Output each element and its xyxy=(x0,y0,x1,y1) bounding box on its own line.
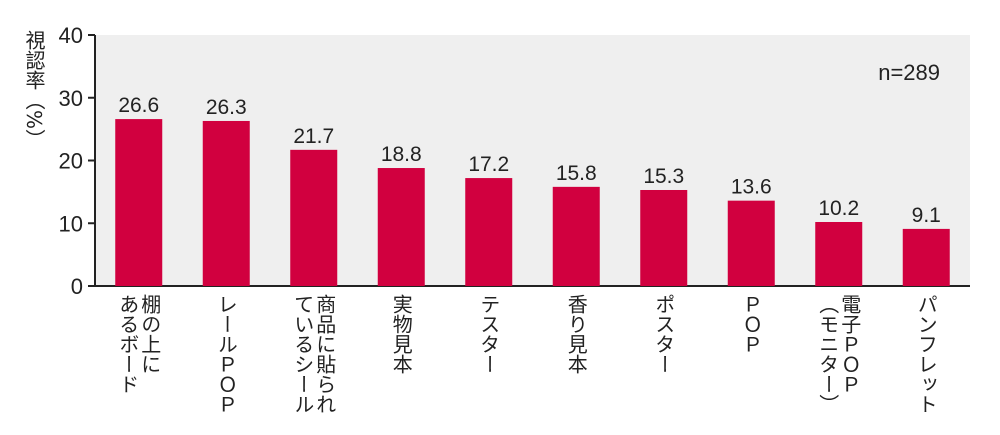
bar-value-label: 10.2 xyxy=(818,197,859,220)
bar xyxy=(902,228,950,286)
bar xyxy=(465,178,513,286)
bar-value-label: 18.8 xyxy=(381,143,422,166)
bar-value-label: 26.3 xyxy=(206,96,247,119)
bar xyxy=(815,221,863,286)
category-label-line: ポスター xyxy=(652,294,676,374)
category-label: 香り見本 xyxy=(564,294,588,374)
y-tick-label: 10 xyxy=(59,211,83,236)
category-label-line: ＰＯＰ xyxy=(739,294,763,354)
bar xyxy=(552,186,600,286)
y-tick-label: 0 xyxy=(71,274,83,299)
category-label-line: 電子ＰＯＰ xyxy=(838,294,862,394)
category-label-line: レールＰＯＰ xyxy=(214,294,238,414)
y-tick-label: 40 xyxy=(59,23,83,48)
category-label-line: テスター xyxy=(477,294,501,374)
category-label-line: 棚の上に xyxy=(138,294,162,374)
category-label: ＰＯＰ xyxy=(739,294,763,354)
category-label-line: 実物見本 xyxy=(389,294,413,374)
bar-value-label: 13.6 xyxy=(731,176,772,199)
category-label: パンフレット xyxy=(914,294,938,414)
bar-value-label: 21.7 xyxy=(293,125,334,148)
category-label-line: あるボード xyxy=(116,294,140,394)
bar xyxy=(377,168,425,286)
y-axis-title: 視認率（%） xyxy=(22,30,46,149)
bar-value-label: 17.2 xyxy=(468,153,509,176)
bars xyxy=(115,119,950,287)
category-label: レールＰＯＰ xyxy=(214,294,238,414)
sample-size-note: n=289 xyxy=(878,60,940,85)
category-label: 電子ＰＯＰ（モニター） xyxy=(816,294,862,414)
bar-value-label: 15.8 xyxy=(556,162,597,185)
category-label: 実物見本 xyxy=(389,294,413,374)
value-labels: 26.6 26.3 21.7 18.8 17.2 15.8 15.3 13.6 10.2 9.1 xyxy=(118,94,941,227)
bar-value-label: 15.3 xyxy=(643,165,684,188)
bar xyxy=(640,189,688,286)
bar-value-label: 26.6 xyxy=(118,94,159,117)
category-label-line: パンフレット xyxy=(914,294,938,414)
bar-value-label: 9.1 xyxy=(912,204,941,227)
y-tick-label: 20 xyxy=(59,149,83,174)
y-tick-label: 30 xyxy=(59,86,83,111)
category-label-line: 商品に貼られ xyxy=(313,294,337,414)
bar xyxy=(115,119,163,287)
bar xyxy=(290,149,338,286)
category-label: ポスター xyxy=(652,294,676,374)
y-axis-title-text: 視認率（%） xyxy=(22,30,46,149)
bar xyxy=(202,120,250,286)
bar xyxy=(727,200,775,286)
category-label: テスター xyxy=(477,294,501,374)
category-label-line: （モニター） xyxy=(816,294,840,414)
category-label-line: 香り見本 xyxy=(564,294,588,374)
category-label-line: ているシール xyxy=(291,294,315,414)
